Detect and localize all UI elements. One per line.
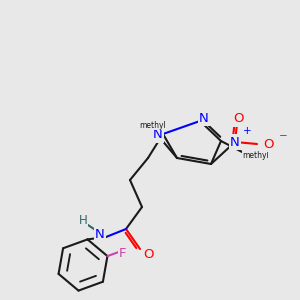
Text: methyl: methyl [243,152,269,160]
Text: N: N [153,128,163,142]
Text: −: − [279,131,288,141]
Text: N: N [230,136,240,148]
Text: F: F [118,248,126,260]
Text: O: O [233,112,243,125]
Text: O: O [264,137,274,151]
Text: methyl: methyl [140,121,166,130]
Text: N: N [95,227,105,241]
Text: N: N [199,112,209,124]
Text: H: H [79,214,87,226]
Text: O: O [143,248,153,260]
Text: +: + [243,126,252,136]
